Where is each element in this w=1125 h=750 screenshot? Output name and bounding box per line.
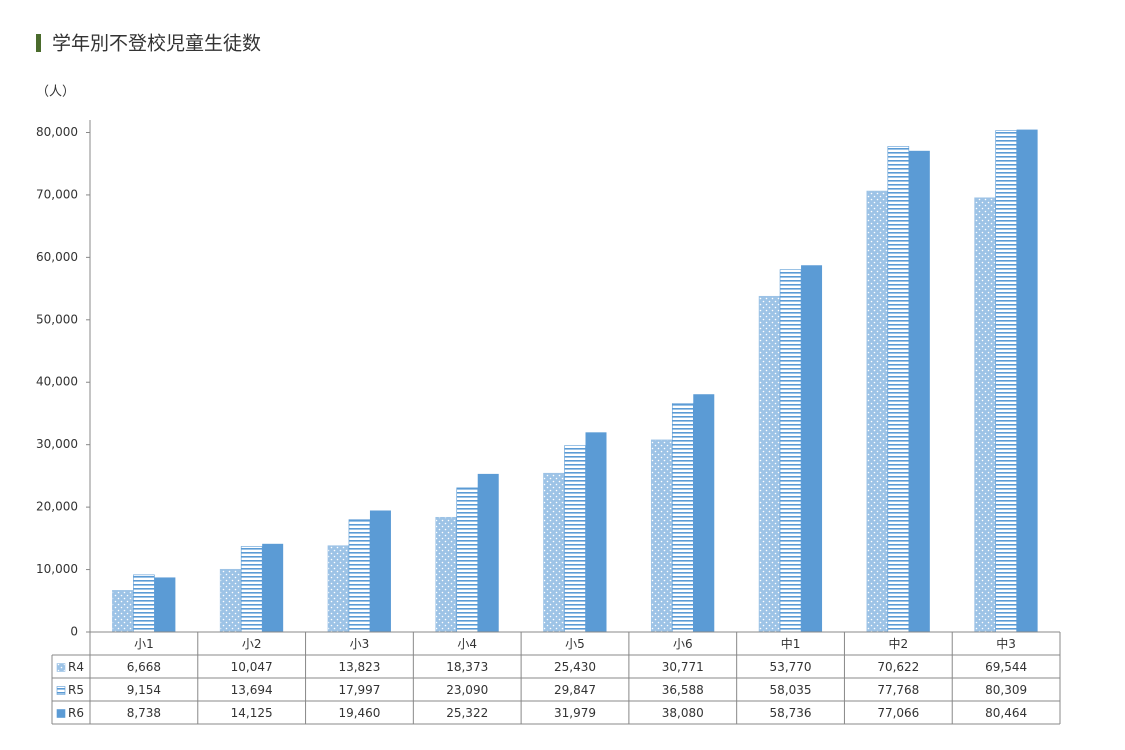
value-label: 13,823: [338, 660, 380, 674]
bar: [240, 546, 263, 633]
bar: [219, 568, 242, 633]
value-label: 8,738: [127, 706, 161, 720]
bar: [154, 577, 176, 632]
legend-swatch: [56, 663, 66, 672]
x-tick-label: 中1: [781, 636, 801, 651]
value-label: 25,430: [554, 660, 596, 674]
bar: [1016, 129, 1038, 632]
bar: [112, 590, 134, 633]
value-label: 25,322: [446, 706, 488, 720]
title-marker: [36, 34, 41, 52]
x-tick-label: 小3: [350, 637, 370, 651]
bar: [908, 150, 930, 632]
bar: [693, 394, 715, 632]
bar: [995, 130, 1017, 633]
y-tick-label: 10,000: [36, 562, 78, 576]
y-tick-label: 60,000: [36, 250, 78, 264]
value-label: 69,544: [985, 660, 1027, 674]
value-label: 36,588: [662, 683, 704, 697]
x-tick-label: 小5: [565, 637, 585, 651]
legend-swatch: [56, 686, 66, 695]
x-tick-label: 小1: [134, 637, 154, 651]
bar: [348, 519, 371, 633]
value-label: 31,979: [554, 706, 596, 720]
x-tick-label: 中3: [996, 636, 1016, 651]
bar: [133, 574, 155, 633]
bar: [671, 403, 694, 633]
bar: [435, 516, 458, 633]
y-tick-label: 30,000: [36, 437, 78, 451]
value-label: 23,090: [446, 683, 488, 697]
y-tick-label: 40,000: [36, 375, 78, 389]
value-label: 17,997: [338, 683, 380, 697]
bar: [779, 269, 802, 633]
x-tick-label: 中2: [889, 636, 909, 651]
x-tick-label: 小2: [242, 637, 262, 651]
legend-label: R4: [68, 660, 84, 674]
value-label: 58,035: [770, 683, 812, 697]
value-label: 53,770: [770, 660, 812, 674]
value-label: 70,622: [877, 660, 919, 674]
bar: [650, 439, 673, 633]
bar: [262, 543, 284, 632]
legend-swatch: [56, 709, 66, 718]
value-label: 19,460: [338, 706, 380, 720]
bar: [564, 445, 586, 633]
bar: [758, 295, 781, 633]
bar: [369, 510, 391, 632]
value-label: 77,066: [877, 706, 919, 720]
value-label: 10,047: [231, 660, 273, 674]
bar: [585, 432, 607, 632]
x-tick-label: 小4: [457, 637, 477, 651]
value-label: 80,464: [985, 706, 1027, 720]
bar: [327, 545, 350, 633]
value-label: 6,668: [127, 660, 161, 674]
bar: [801, 265, 823, 632]
value-label: 9,154: [127, 683, 161, 697]
value-label: 77,768: [877, 683, 919, 697]
value-label: 13,694: [231, 683, 273, 697]
value-label: 58,736: [770, 706, 812, 720]
y-tick-label: 0: [70, 625, 78, 639]
bar: [974, 197, 996, 633]
legend-label: R5: [68, 683, 84, 697]
bar: [543, 472, 565, 633]
y-tick-label: 70,000: [36, 187, 78, 201]
legend-label: R6: [68, 706, 84, 720]
y-unit-label: （人）: [36, 85, 75, 100]
bar: [887, 146, 910, 633]
y-tick-label: 80,000: [36, 125, 78, 139]
value-label: 38,080: [662, 706, 704, 720]
x-tick-label: 小6: [673, 637, 693, 651]
y-tick-label: 20,000: [36, 500, 78, 514]
value-label: 29,847: [554, 683, 596, 697]
value-label: 14,125: [231, 706, 273, 720]
value-label: 18,373: [446, 660, 488, 674]
chart-title: 学年別不登校児童生徒数: [52, 33, 261, 55]
value-label: 80,309: [985, 683, 1027, 697]
bar: [456, 487, 479, 633]
bar: [477, 473, 499, 632]
value-label: 30,771: [662, 660, 704, 674]
y-tick-label: 50,000: [36, 312, 78, 326]
bar: [866, 190, 889, 633]
